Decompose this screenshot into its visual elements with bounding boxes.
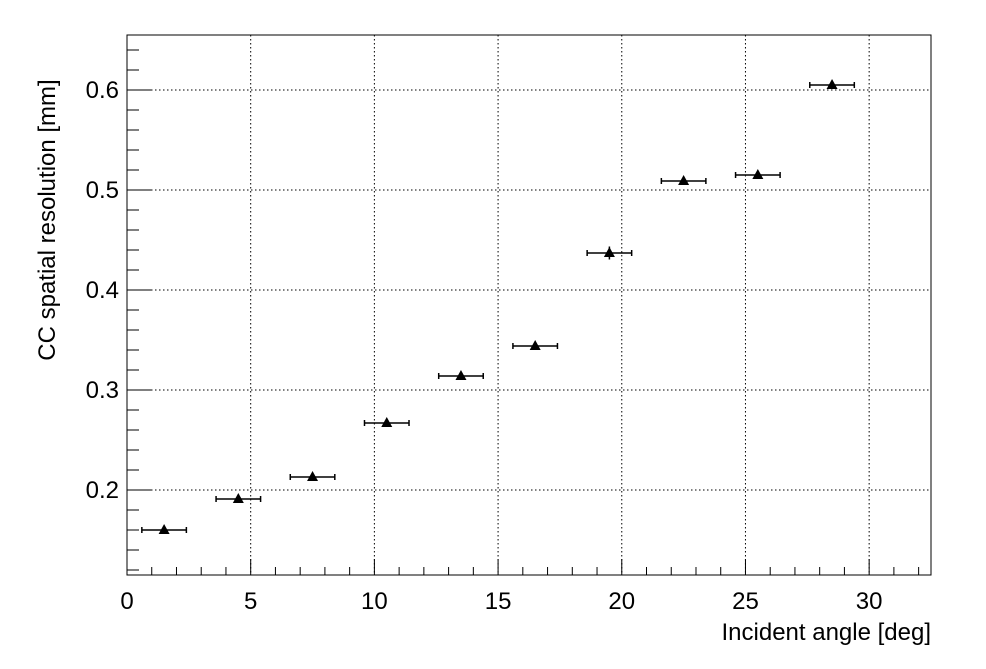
y-tick-label: 0.5 xyxy=(86,177,119,204)
x-tick-label: 10 xyxy=(361,588,388,615)
x-tick-label: 25 xyxy=(732,588,759,615)
y-tick-label: 0.2 xyxy=(86,477,119,504)
x-tick-label: 30 xyxy=(856,588,883,615)
point xyxy=(307,471,319,481)
point xyxy=(678,175,690,185)
point xyxy=(381,417,393,427)
x-tick-label: 5 xyxy=(244,588,257,615)
point xyxy=(529,340,541,350)
point xyxy=(752,169,764,179)
point xyxy=(158,524,170,534)
point xyxy=(603,247,615,257)
x-tick-label: 15 xyxy=(485,588,512,615)
point xyxy=(455,370,467,380)
x-tick-label: 20 xyxy=(608,588,635,615)
plot-frame xyxy=(126,34,932,576)
x-axis-title: Incident angle [deg] xyxy=(722,619,932,646)
y-tick-label: 0.3 xyxy=(86,377,119,404)
x-tick-label: 0 xyxy=(120,588,133,615)
y-tick-label: 0.4 xyxy=(86,277,119,304)
point xyxy=(826,79,838,89)
y-tick-label: 0.6 xyxy=(86,77,119,104)
y-axis-title: CC spatial resolution [mm] xyxy=(34,79,61,360)
point xyxy=(232,493,244,503)
